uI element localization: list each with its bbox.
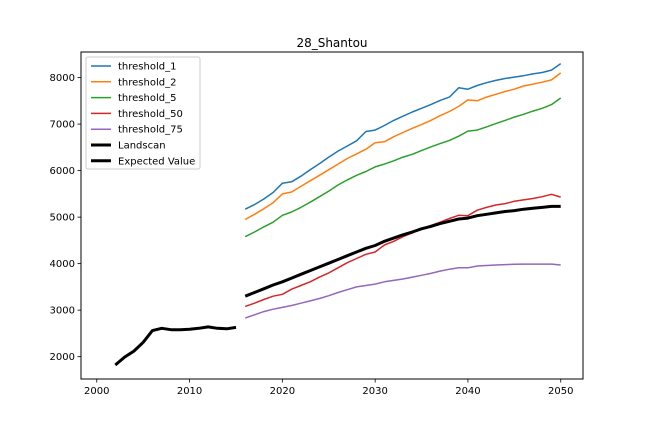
x-tick-label: 2000 <box>84 386 109 397</box>
x-tick-label: 2040 <box>455 386 480 397</box>
series-line-landscan <box>114 325 237 367</box>
x-tick-label: 2020 <box>270 386 295 397</box>
x-tick-label: 2030 <box>362 386 387 397</box>
series-line-threshold-1 <box>244 62 562 210</box>
series-line-threshold-50 <box>244 193 561 308</box>
plot-lines <box>114 62 562 367</box>
legend-label: threshold_2 <box>118 77 176 88</box>
legend-label: Landscan <box>118 141 166 152</box>
legend-label: Expected Value <box>118 156 195 167</box>
y-tick-label: 4000 <box>50 259 75 270</box>
series-line-threshold-75 <box>244 263 561 319</box>
y-tick-label: 6000 <box>50 166 75 177</box>
chart-title: 28_Shantou <box>296 36 367 50</box>
y-tick-label: 8000 <box>50 73 75 84</box>
series-line-expected-value <box>244 204 561 298</box>
legend-label: threshold_5 <box>118 93 176 104</box>
y-tick-label: 2000 <box>50 352 75 363</box>
legend-label: threshold_50 <box>118 109 183 120</box>
legend-box <box>85 56 201 170</box>
y-tick-label: 7000 <box>50 120 75 131</box>
y-tick-label: 3000 <box>50 306 75 317</box>
x-axis: 2000 2010 2020 2030 2040 2050 <box>84 379 573 397</box>
series-line-threshold-2 <box>244 72 562 221</box>
x-tick-label: 2050 <box>548 386 573 397</box>
legend: threshold_1 threshold_2 threshold_5thresho… <box>85 56 201 170</box>
legend-label: threshold_1 <box>118 62 176 73</box>
legend-label: threshold_75 <box>118 125 183 136</box>
x-tick-label: 2010 <box>177 386 202 397</box>
y-axis: 2000 3000 4000 5000 6000 7000 8000 <box>50 73 81 363</box>
y-tick-label: 5000 <box>50 213 75 224</box>
axes-frame <box>80 51 584 380</box>
series-line-threshold-5 <box>244 97 562 238</box>
